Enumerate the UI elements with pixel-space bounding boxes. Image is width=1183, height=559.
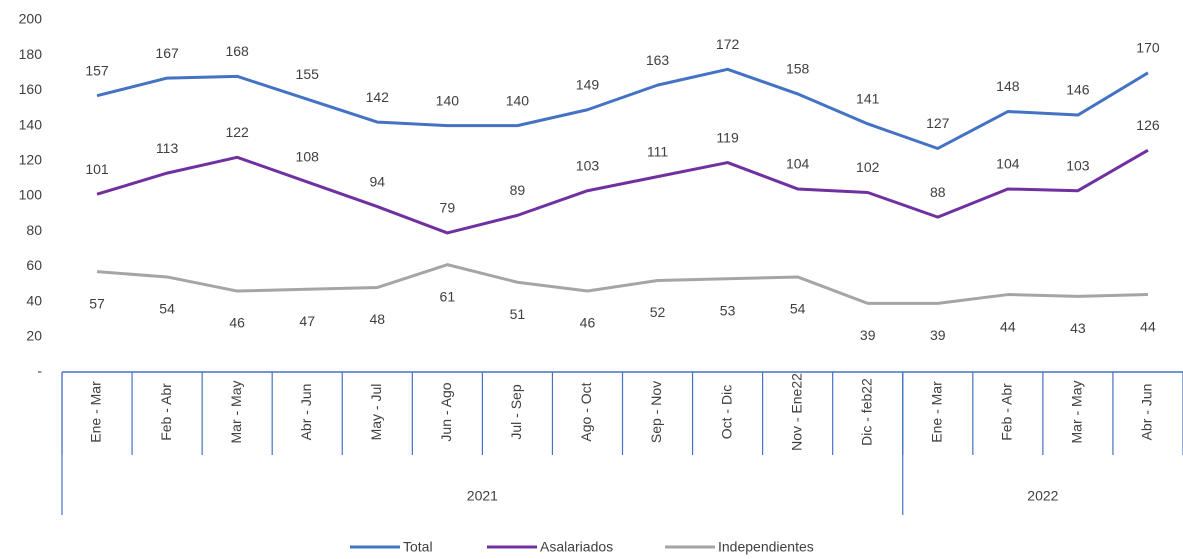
data-label: 108 [296,149,320,165]
data-label: 44 [1000,318,1016,334]
x-tick-label: Dic - feb22 [858,378,874,446]
data-label: 163 [646,52,670,68]
data-label: 61 [440,288,456,304]
x-tick-label: Ene - Mar [88,381,104,443]
group-label: 2022 [1027,488,1058,504]
data-label: 167 [155,45,179,61]
data-label: 113 [156,140,179,156]
data-label: 149 [576,76,600,92]
data-label: 101 [85,161,109,177]
data-label: 104 [996,156,1020,172]
y-tick-label: 180 [19,46,43,62]
data-label: 57 [89,295,105,311]
data-label: 127 [926,115,950,131]
data-label: 142 [366,89,390,105]
data-label: 146 [1066,82,1090,98]
series-line [96,67,1149,150]
data-label: 148 [996,78,1020,94]
data-label: 94 [369,173,385,189]
y-tick-label: 140 [19,116,43,132]
data-label: 54 [790,301,806,317]
y-tick-label: 100 [19,187,43,203]
x-tick-label: Mar - May [1069,381,1085,444]
x-tick-label: Abr - Jun [298,384,314,441]
x-tick-label: Feb - Abr [999,383,1015,441]
data-label: 141 [856,91,880,107]
series-line [96,263,1149,305]
data-label: 158 [786,61,810,77]
data-label: 170 [1136,40,1160,56]
data-label: 44 [1140,318,1156,334]
data-label: 119 [716,129,739,145]
legend-label: Independientes [718,539,814,555]
data-label: 103 [576,157,600,173]
data-label: 126 [1136,117,1160,133]
data-label: 47 [299,313,315,329]
data-label: 122 [225,124,249,140]
legend-label: Total [403,539,433,555]
y-tick-label: - [37,363,42,379]
x-tick-label: Feb - Abr [158,383,174,441]
data-label: 103 [1066,157,1090,173]
y-tick-label: 20 [26,328,42,344]
data-label: 89 [510,182,526,198]
x-tick-label: Mar - May [228,381,244,444]
data-label: 52 [650,304,666,320]
series-line [96,148,1149,235]
x-tick-label: Ene - Mar [928,381,944,443]
x-tick-label: Jun - Ago [438,382,454,441]
data-label: 104 [786,156,810,172]
x-tick-label: Abr - Jun [1139,384,1155,441]
x-tick-label: Oct - Dic [718,385,734,439]
data-label: 155 [296,66,320,82]
data-label: 48 [369,311,385,327]
x-tick-label: May - Jul [368,384,384,441]
data-label: 140 [506,92,530,108]
y-tick-label: 80 [26,222,42,238]
y-tick-label: 120 [19,152,43,168]
group-label: 2021 [467,488,498,504]
data-label: 88 [930,184,946,200]
x-tick-label: Nov - Ene22 [788,373,804,451]
data-label: 140 [436,92,460,108]
data-label: 168 [225,43,249,59]
data-label: 43 [1070,320,1086,336]
x-tick-label: Jul - Sep [508,384,524,439]
data-label: 46 [580,315,596,331]
data-label: 172 [716,36,740,52]
y-tick-label: 200 [19,11,43,27]
x-tick-label: Ago - Oct [578,382,594,441]
data-label: 39 [930,327,946,343]
data-label: 53 [720,302,736,318]
data-label: 79 [440,200,456,216]
data-label: 102 [856,159,880,175]
data-label: 111 [647,143,668,159]
data-label: 51 [510,306,526,322]
data-label: 46 [229,315,245,331]
y-tick-label: 160 [19,81,43,97]
data-label: 157 [85,62,109,78]
y-tick-label: 40 [26,292,42,308]
data-label: 54 [159,301,175,317]
legend-label: Asalariados [540,539,613,555]
y-tick-label: 60 [26,257,42,273]
x-tick-label: Sep - Nov [648,381,664,443]
data-label: 39 [860,327,876,343]
